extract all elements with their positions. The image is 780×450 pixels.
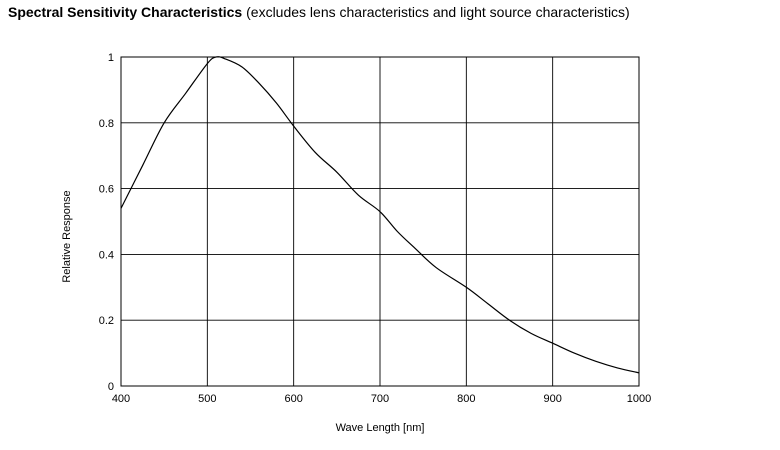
series-line [120,56,640,374]
y-tick-label: 1 [108,52,114,64]
x-tick-label: 500 [198,393,216,405]
chart-title-note: (excludes lens characteristics and light… [246,4,630,20]
y-tick-label: 0.8 [99,118,114,130]
chart-title-main: Spectral Sensitivity Characteristics [8,4,243,20]
tick-labels: 400 500 600 700 800 900 1000 0 0.2 0.4 0.6 0.8 1 [99,52,652,405]
x-tick-label: 900 [543,393,561,405]
data-layer [120,56,640,374]
x-tick-label: 1000 [627,393,651,405]
y-tick-label: 0.6 [99,184,114,196]
x-tick-label: 400 [112,393,130,405]
x-tick-label: 800 [457,393,475,405]
chart-title: Spectral Sensitivity Characteristics (ex… [8,4,630,20]
grid [120,56,640,387]
x-axis-label: Wave Length [nm] [336,422,425,434]
y-tick-label: 0.2 [99,315,114,327]
y-tick-label: 0.4 [99,249,114,261]
y-tick-label: 0 [108,381,114,393]
plot-frame [120,56,640,387]
y-axis-label: Relative Response [61,190,73,282]
x-tick-label: 700 [371,393,389,405]
x-tick-label: 600 [284,393,302,405]
